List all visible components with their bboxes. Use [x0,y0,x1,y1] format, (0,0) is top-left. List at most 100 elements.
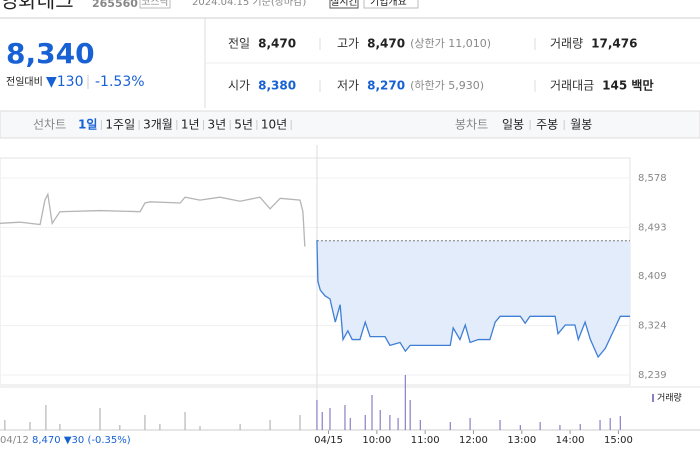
volume-bar [539,422,541,430]
prev-date: 04/12 [0,435,29,446]
y-tick-label: 8,409 [638,271,667,282]
chart: 8,578 8,493 8,409 8,324 8,239 04/15 10:00 11:00… [0,145,700,446]
period-tab[interactable]: 3개월 [143,118,173,132]
volume-bar [519,425,521,430]
summary-value: 8,470 [367,37,405,51]
prev-price: 8,470 [32,435,61,446]
area-fill [316,240,630,357]
change-label: 전일대비 [6,76,43,88]
summary-label: 고가 [337,37,359,51]
volume-bar [404,375,406,430]
prev-info: 04/12 8,470 ▼30 (-0.35%) [0,435,131,446]
stock-name: 영화테크 [0,0,74,13]
y-tick-label: 8,493 [638,222,667,233]
base-date: 2024.04.15 기준(장마감) [192,0,306,8]
realtime-button[interactable] [329,0,359,9]
volume-bar [419,420,421,430]
summary-label: 시가 [228,79,250,93]
stock-code: 265560 [92,0,138,10]
summary-label: 전일 [228,37,250,51]
candle-tab[interactable]: 월봉 [570,118,592,132]
volume-legend-swatch [652,394,654,402]
volume-bar [45,405,47,430]
period-tab[interactable]: 1년 [181,118,200,132]
realtime[interactable]: 실시간 [330,0,358,8]
current-price: 8,340 [6,37,95,70]
change: ▼130 [46,74,84,90]
volume-bar [159,424,161,430]
x-tick-label: 04/15 [314,435,343,446]
volume-bar [379,410,381,430]
company-button[interactable] [363,0,419,9]
volume-bar [579,424,581,430]
volume-bar [199,426,201,430]
market-badge [139,0,171,9]
volume-bar [559,425,561,430]
tab-bar [0,110,700,139]
candle-tab[interactable]: 주봉 [536,118,558,132]
volume-bar [619,416,621,430]
x-tick-label: 10:00 [362,435,391,446]
summary-label: 거래량 [550,37,583,51]
summary-label: 저가 [337,79,359,93]
company[interactable]: 기업개요 [370,0,407,8]
volume-bar [99,408,101,430]
volume-bar [119,425,121,430]
candle-tab[interactable]: 일봉 [502,118,524,132]
volume-bar [329,408,331,430]
prev-change: ▼30 [64,435,84,446]
volume-bar [364,415,366,430]
tabs: 선차트 1일 1주일 3개월 1년 3년 5년 10년 봉차트 일봉 주봉 월봉 [33,118,592,132]
summary-value: 8,380 [258,79,296,93]
volume-bar [239,424,241,430]
volume-bar [184,412,186,430]
x-tick-label: 11:00 [411,435,440,446]
volume-bar [344,405,346,430]
volume-bar [397,418,399,430]
price-line [316,240,630,359]
summary-value: 8,470 [258,37,296,51]
volume-bar [469,418,471,430]
summary-value: 8,270 [367,79,405,93]
summary-label: 거래대금 [550,79,594,93]
volume-bar [4,420,6,430]
volume-bar [349,418,351,430]
period-tab[interactable]: 5년 [234,118,253,132]
summary-value: 145 백만 [602,78,653,93]
period-tab[interactable]: 1주일 [105,118,135,132]
period-tab[interactable]: 1일 [78,118,97,132]
price-line [0,192,306,247]
prev-change-pct: (-0.35%) [87,435,130,446]
volume-bar [449,422,451,430]
volume-bar [609,418,611,430]
period-tab[interactable]: 10년 [261,118,287,132]
volume-bar [59,424,61,430]
volume-bar [371,395,373,430]
x-tick-label: 15:00 [604,435,633,446]
volume-bar [316,400,318,430]
change-pct: -1.53% [95,74,145,90]
volume-bar [499,420,501,430]
volume-bar [299,415,301,430]
volume-bar [144,415,146,430]
volume-legend: 거래량 [657,392,682,404]
summary-table: 전일 8,470 고가 8,470 (상한가 11,010) 거래량 17,476 시가 8,3… [228,37,653,93]
y-tick-label: 8,578 [638,173,667,184]
tab-group-label: 선차트 [33,118,66,132]
x-tick-label: 14:00 [556,435,585,446]
volume-bar [599,420,601,430]
y-tick-label: 8,324 [638,321,667,332]
summary-note: (하한가 5,930) [410,78,484,92]
volume-bar [321,412,323,430]
x-tick-label: 12:00 [459,435,488,446]
summary-note: (상한가 11,010) [410,37,491,50]
volume-bar [409,400,411,430]
period-tab[interactable]: 3년 [208,118,227,132]
market: 코스닥 [141,0,169,8]
y-tick-label: 8,239 [638,370,667,381]
x-tick-label: 13:00 [507,435,536,446]
summary-value: 17,476 [591,37,637,51]
volume-bar [269,420,271,430]
